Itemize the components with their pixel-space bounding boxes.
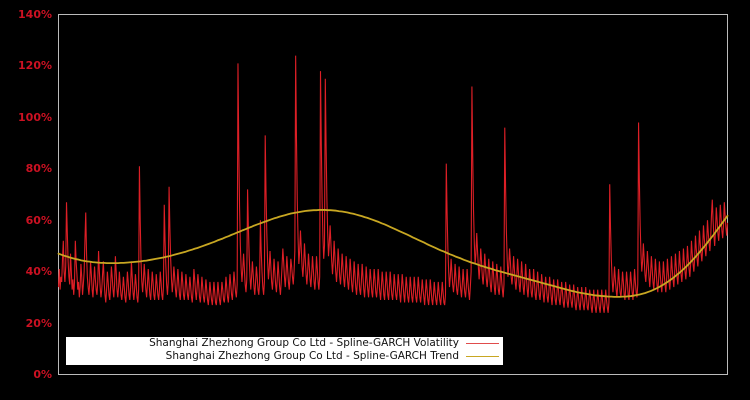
legend-label-volatility: Shanghai Zhezhong Group Co Ltd - Spline-…	[149, 337, 459, 349]
trend-series-line	[57, 209, 729, 298]
y-tick-label: 40%	[25, 265, 52, 279]
y-tick-label: 120%	[18, 59, 52, 73]
chart-legend[interactable]: Shanghai Zhezhong Group Co Ltd - Spline-…	[66, 337, 503, 365]
y-tick-label: 60%	[25, 213, 52, 227]
legend-line-volatility	[466, 343, 499, 344]
legend-label-trend: Shanghai Zhezhong Group Co Ltd - Spline-…	[165, 350, 459, 362]
plot-area-frame	[58, 14, 728, 375]
y-tick-label: 140%	[18, 8, 52, 21]
legend-entry-volatility[interactable]: Shanghai Zhezhong Group Co Ltd - Spline-…	[66, 337, 503, 350]
volatility-series-line	[57, 55, 729, 313]
y-tick-label: 80%	[25, 162, 52, 176]
y-axis-tick-labels: 0% 20% 40% 60% 80% 100% 120% 140%	[0, 0, 52, 400]
y-tick-label: 0%	[33, 368, 52, 381]
y-tick-label: 20%	[25, 316, 52, 330]
series-layer	[57, 55, 729, 313]
y-tick-label: 100%	[18, 110, 52, 124]
legend-entry-trend[interactable]: Shanghai Zhezhong Group Co Ltd - Spline-…	[66, 350, 503, 363]
legend-line-trend	[466, 356, 499, 357]
